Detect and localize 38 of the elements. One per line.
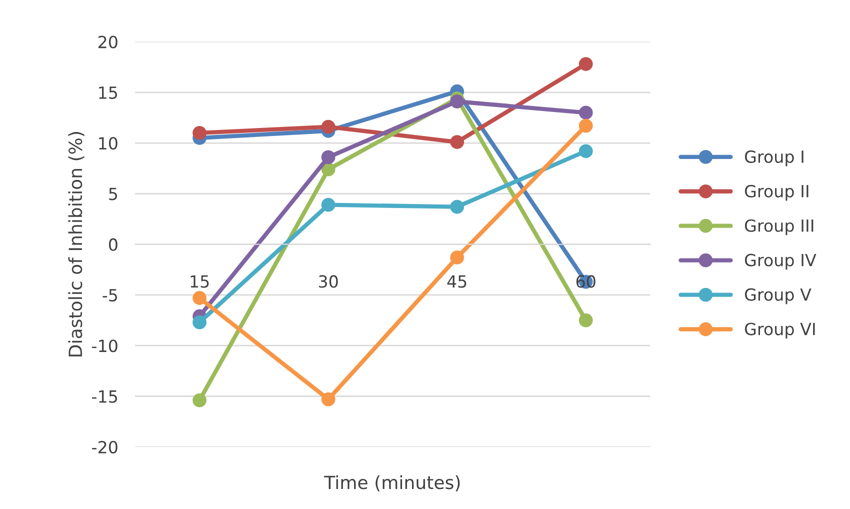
point	[578, 118, 593, 133]
legend-label: Group IV	[744, 254, 816, 270]
point	[578, 313, 593, 328]
point	[578, 57, 593, 71]
y-tick-label: 15	[99, 86, 118, 99]
x-axis-title: Time (minutes)	[324, 475, 460, 492]
y-tick-label: 10	[99, 136, 118, 150]
y-tick-label: -5	[102, 289, 118, 302]
x-tick-label: 30	[318, 275, 338, 288]
y-tick-label: 5	[109, 188, 118, 200]
point	[321, 150, 336, 164]
point	[450, 200, 464, 214]
legend-label: Group VI	[744, 322, 815, 339]
x-tick-label: 15	[190, 275, 209, 288]
point	[450, 94, 464, 108]
y-tick-label: -15	[92, 390, 118, 403]
point	[321, 392, 336, 406]
x-tick-label: 45	[447, 275, 466, 288]
point	[321, 198, 336, 212]
point	[321, 162, 336, 176]
point	[192, 291, 206, 305]
point	[578, 106, 593, 120]
point	[321, 120, 336, 134]
y-tick-label: 20	[98, 36, 118, 48]
legend-label: Group V	[744, 288, 812, 304]
y-axis-title: Diastolic of Inhibition (%)	[68, 132, 84, 356]
y-tick-label: 0	[108, 238, 118, 251]
point	[450, 250, 464, 264]
point	[192, 393, 206, 408]
point	[450, 135, 464, 149]
legend-label: Group II	[744, 184, 808, 201]
y-tick-label: -20	[92, 440, 118, 454]
point	[192, 126, 206, 140]
y-tick-label: -10	[92, 340, 118, 352]
point	[578, 144, 593, 158]
point	[192, 315, 206, 330]
legend-label: Group I	[744, 150, 804, 166]
legend-label: Group III	[744, 219, 814, 236]
